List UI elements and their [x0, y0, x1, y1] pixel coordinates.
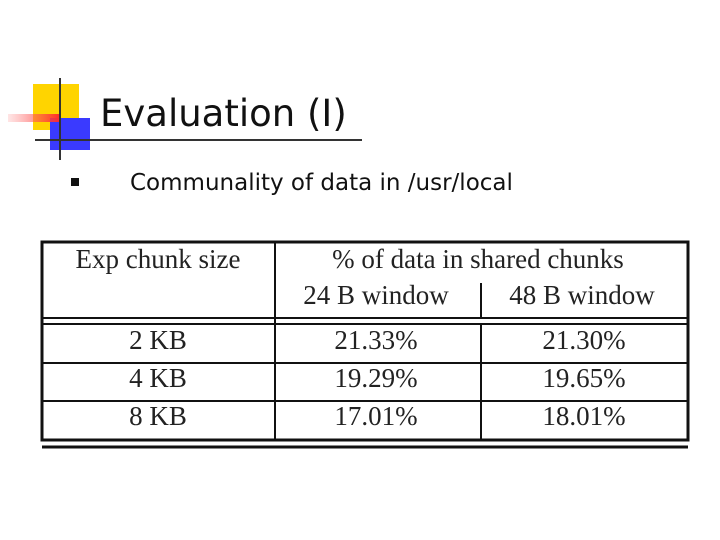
logo-blue [50, 118, 90, 150]
bullet-marker [71, 178, 79, 186]
header-cell: % of data in shared chunks [332, 244, 624, 274]
cell: 21.30% [542, 325, 625, 355]
cell: 8 KB [129, 401, 187, 431]
cell: 4 KB [129, 363, 187, 393]
cell: 2 KB [129, 325, 187, 355]
header-cell: Exp chunk size [76, 244, 241, 274]
header-cell: 48 B window [509, 280, 655, 310]
cell: 21.33% [334, 325, 417, 355]
table-border [40, 240, 690, 442]
bullet-text: Communality of data in /usr/local [130, 170, 513, 196]
logo [8, 78, 362, 160]
cell: 19.65% [542, 363, 625, 393]
cell: 18.01% [542, 401, 625, 431]
logo-red [8, 114, 60, 122]
cell: 17.01% [334, 401, 417, 431]
header-cell: 24 B window [303, 280, 449, 310]
table: Exp chunk size % of data in shared chunk… [40, 240, 690, 449]
cell: 19.29% [334, 363, 417, 393]
slide-title: Evaluation (I) [100, 92, 347, 135]
